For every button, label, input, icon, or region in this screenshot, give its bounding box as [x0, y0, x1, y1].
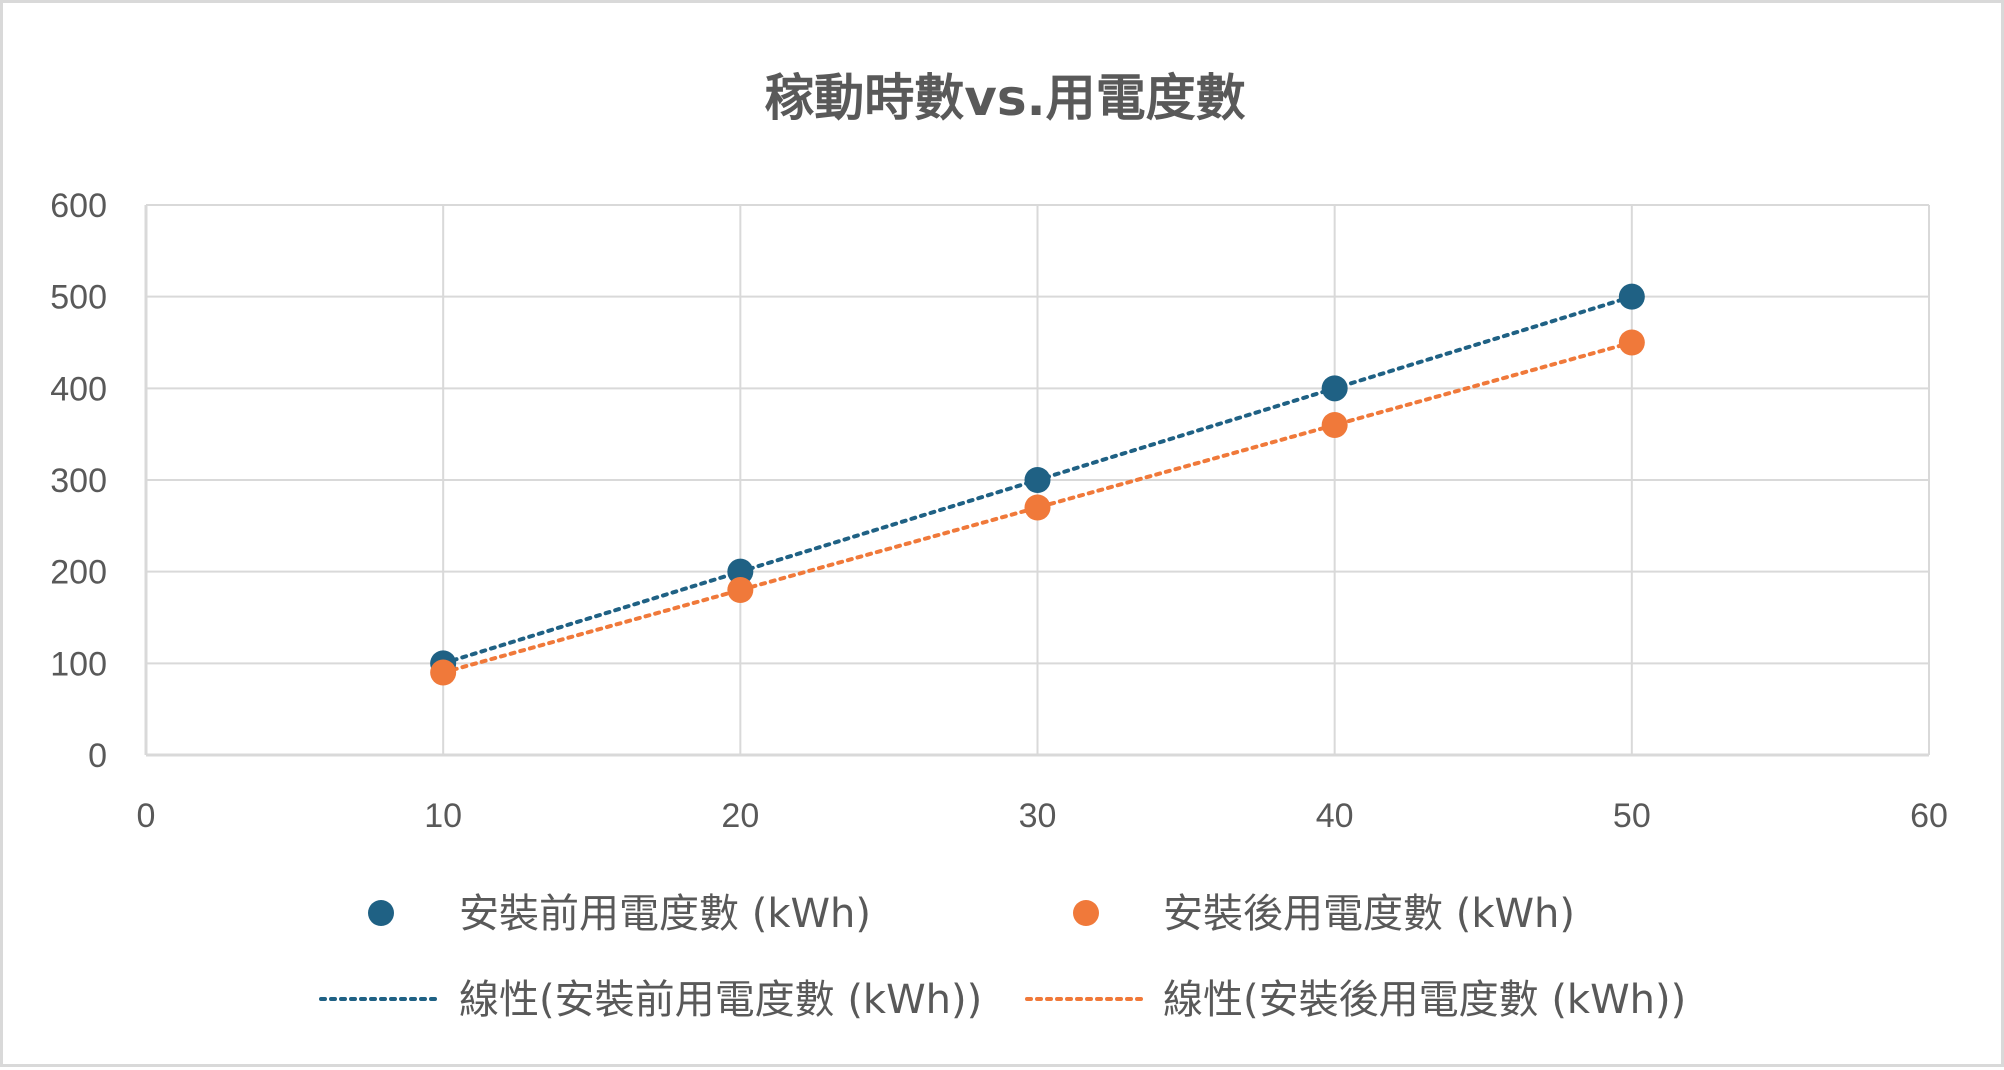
y-tick-label: 500 — [50, 279, 107, 317]
y-tick-label: 100 — [50, 645, 107, 683]
scatter-chart: 稼動時數vs.用電度數 0 10 20 30 40 50 60 0 100 200 300 400 5… — [50, 69, 1948, 1023]
legend-trendline-label: 線性(安裝前用電度數 (kWh)) — [459, 977, 982, 1023]
x-tick-label: 50 — [1613, 797, 1651, 835]
trendline-series-1 — [441, 340, 1634, 675]
data-point-series-1 — [430, 659, 457, 686]
legend-marker — [368, 900, 394, 926]
x-tick-label: 30 — [1019, 797, 1057, 835]
x-tick-label: 60 — [1910, 797, 1948, 835]
data-point-series-1 — [1024, 494, 1051, 521]
legend-label: 安裝後用電度數 (kWh) — [1163, 891, 1575, 937]
y-tick-label: 0 — [88, 737, 107, 775]
x-tick-label: 10 — [424, 797, 462, 835]
data-point-series-1 — [1618, 329, 1645, 356]
x-tick-label: 0 — [137, 797, 156, 835]
legend: 安裝前用電度數 (kWh) 線性(安裝前用電度數 (kWh)) 安裝後用電度數 (k… — [319, 891, 1686, 1023]
data-point-series-0 — [1024, 467, 1051, 493]
data-point-series-1 — [1321, 412, 1348, 438]
data-points — [430, 283, 1645, 686]
y-tick-label: 200 — [50, 554, 107, 592]
y-tick-label: 300 — [50, 462, 107, 500]
data-point-series-1 — [727, 577, 754, 603]
data-point-series-0 — [1618, 283, 1645, 310]
x-tick-label: 40 — [1316, 797, 1354, 835]
x-axis-ticks: 0 10 20 30 40 50 60 — [137, 797, 1948, 835]
legend-trendline-label: 線性(安裝後用電度數 (kWh)) — [1163, 977, 1686, 1023]
data-point-series-0 — [727, 558, 754, 585]
legend-label: 安裝前用電度數 (kWh) — [459, 891, 871, 937]
y-axis-ticks: 0 100 200 300 400 500 600 — [50, 187, 107, 775]
x-tick-label: 20 — [721, 797, 759, 835]
data-point-series-0 — [1321, 375, 1348, 402]
y-tick-label: 600 — [50, 187, 107, 225]
y-tick-label: 400 — [50, 370, 107, 408]
plot-grid — [144, 204, 1930, 757]
legend-marker — [1073, 900, 1099, 926]
chart-title: 稼動時數vs.用電度數 — [764, 69, 1245, 127]
